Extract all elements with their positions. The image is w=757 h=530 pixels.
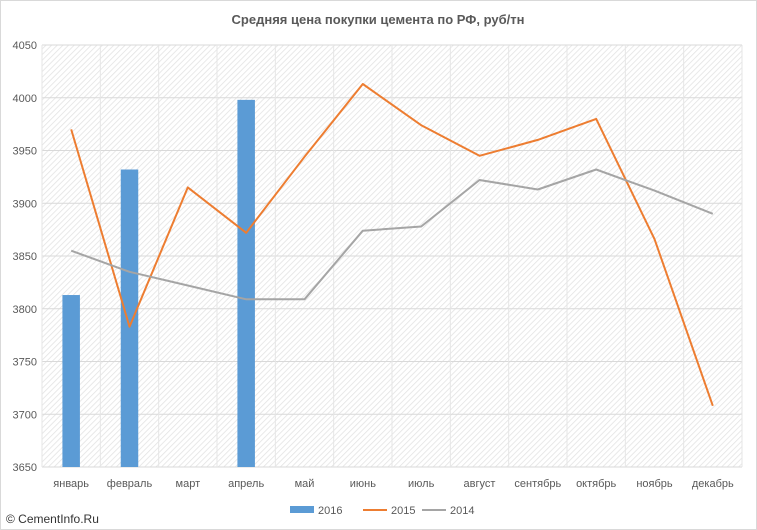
y-tick-label: 3700 <box>13 409 37 421</box>
legend-label-2014: 2014 <box>450 505 474 517</box>
y-tick-label: 3750 <box>13 357 37 369</box>
y-tick-label: 3650 <box>13 462 37 474</box>
x-tick-label: апрель <box>228 478 264 490</box>
x-tick-label: август <box>464 478 496 490</box>
legend: 2016 2015 2014 <box>290 505 474 517</box>
legend-label-2015: 2015 <box>391 505 415 517</box>
bar-2016-февраль <box>120 169 139 468</box>
legend-swatch-2016 <box>290 506 314 513</box>
x-tick-label: июнь <box>350 478 376 490</box>
x-tick-label: май <box>295 478 315 490</box>
bar-2016-январь <box>62 295 80 467</box>
y-tick-label: 3850 <box>13 251 37 263</box>
line-series <box>70 83 714 407</box>
legend-label-2016: 2016 <box>318 505 342 517</box>
bar-series-2016 <box>62 99 255 468</box>
y-tick-label: 3950 <box>13 146 37 158</box>
x-tick-label: январь <box>53 478 89 490</box>
x-tick-label: март <box>176 478 201 490</box>
chart-title: Средняя цена покупки цемента по РФ, руб/… <box>232 12 525 27</box>
x-tick-label: февраль <box>107 478 153 490</box>
x-tick-label: декабрь <box>692 478 734 490</box>
y-tick-label: 4000 <box>13 93 37 105</box>
x-tick-label: июль <box>408 478 435 490</box>
y-axis-ticks: 3650 3700 3750 3800 3850 3900 3950 4000 4050 <box>13 40 37 474</box>
y-tick-label: 4050 <box>13 40 37 52</box>
line-series-2014 <box>70 168 714 301</box>
x-tick-label: октябрь <box>576 478 616 490</box>
x-axis-ticks: январь февраль март апрель май июнь июль август… <box>53 478 734 490</box>
y-tick-label: 3800 <box>13 304 37 316</box>
x-tick-label: сентябрь <box>514 478 561 490</box>
bar-2016-апрель <box>237 99 255 468</box>
y-tick-label: 3900 <box>13 198 37 210</box>
x-tick-label: ноябрь <box>636 478 673 490</box>
watermark-text: © CementInfo.Ru <box>6 512 99 526</box>
gridlines <box>41 44 743 468</box>
line-series-2015 <box>70 83 714 407</box>
